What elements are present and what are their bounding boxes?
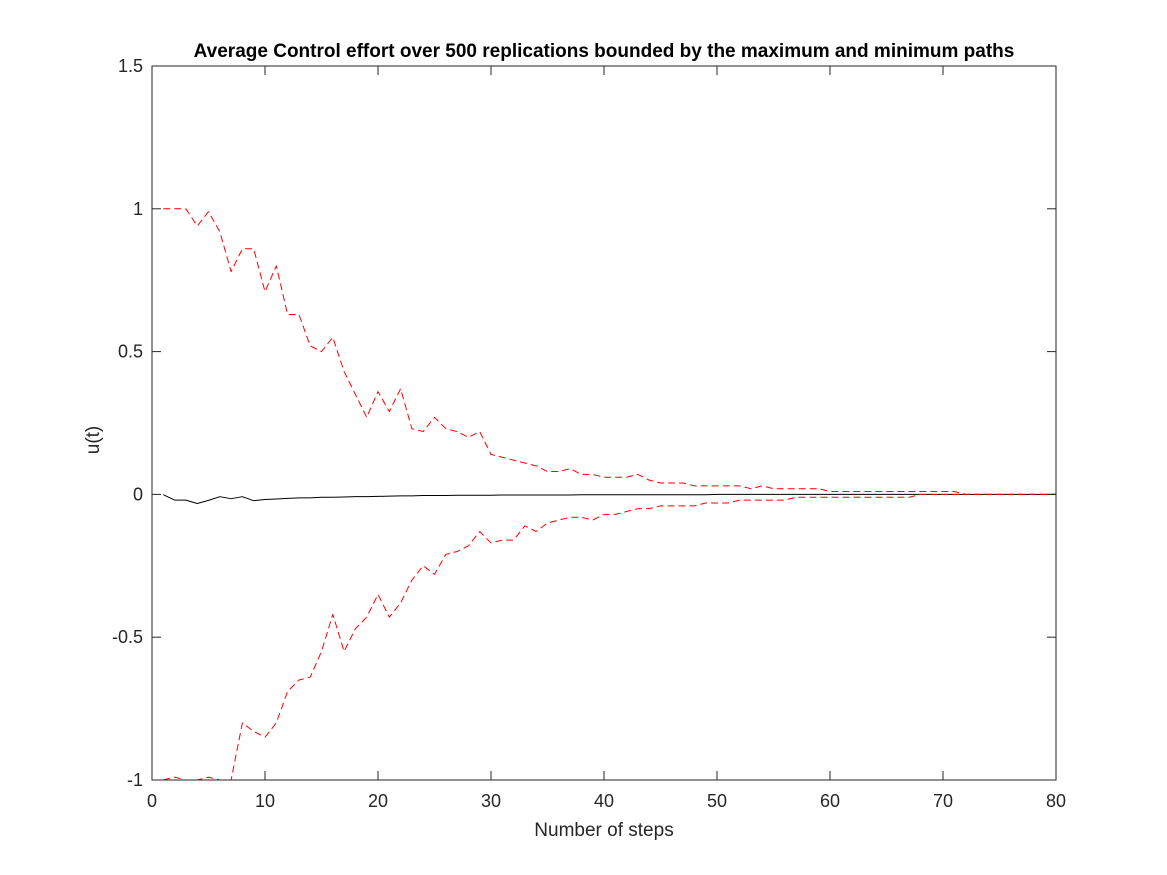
x-tick-label: 60 bbox=[820, 791, 840, 811]
y-tick-label: 1 bbox=[133, 199, 143, 219]
chart-title: Average Control effort over 500 replicat… bbox=[194, 41, 1015, 62]
x-tick-label: 80 bbox=[1046, 791, 1066, 811]
y-tick-label: 1.5 bbox=[118, 56, 143, 76]
x-tick-label: 40 bbox=[594, 791, 614, 811]
tick-layer: 0 10 20 30 40 50 60 70 80 -1 -0.5 0 0.5 1 1.5 bbox=[112, 56, 1066, 811]
y-tick-label: -0.5 bbox=[112, 627, 143, 647]
y-tick-label: 0 bbox=[133, 484, 143, 504]
series-line-maximum bbox=[163, 208, 1056, 495]
series-layer bbox=[163, 208, 1056, 781]
x-axis-label: Number of steps bbox=[534, 820, 673, 841]
y-tick-label: -1 bbox=[127, 770, 143, 790]
y-axis-label: u(t) bbox=[83, 426, 104, 455]
series-line-average bbox=[163, 493, 1056, 505]
x-tick-label: 30 bbox=[481, 791, 501, 811]
x-tick-label: 20 bbox=[368, 791, 388, 811]
x-tick-label: 10 bbox=[255, 791, 275, 811]
x-tick-label: 50 bbox=[707, 791, 727, 811]
x-tick-label: 70 bbox=[933, 791, 953, 811]
x-tick-label: 0 bbox=[147, 791, 157, 811]
y-tick-label: 0.5 bbox=[118, 342, 143, 362]
